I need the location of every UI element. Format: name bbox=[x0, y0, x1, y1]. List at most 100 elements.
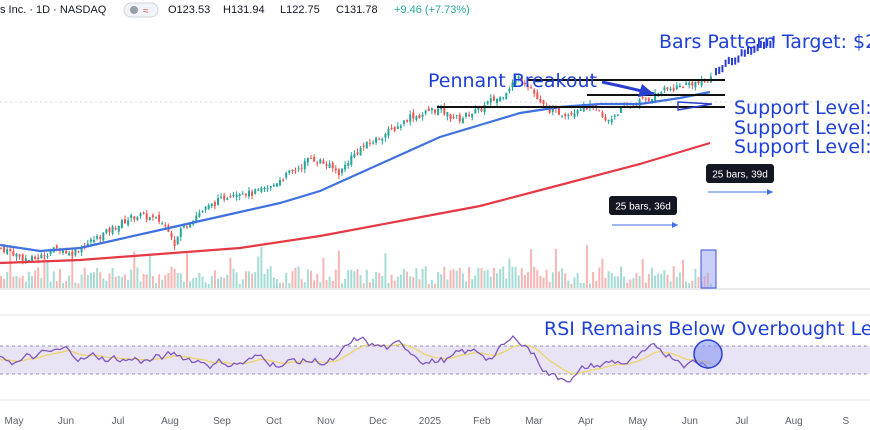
volume-bar bbox=[173, 268, 176, 288]
candle-body bbox=[604, 117, 607, 121]
x-axis-label: Mar bbox=[525, 416, 543, 427]
candle-body bbox=[272, 184, 275, 187]
volume-bar bbox=[607, 271, 610, 288]
volume-bar bbox=[3, 278, 6, 288]
indicator-toggle[interactable] bbox=[123, 2, 159, 18]
candle-body bbox=[409, 114, 412, 122]
candle-body bbox=[148, 217, 151, 221]
candle-body bbox=[238, 194, 241, 196]
volume-bar bbox=[217, 278, 219, 288]
candle-body bbox=[182, 225, 185, 228]
volume-bar bbox=[461, 273, 464, 288]
volume-bar bbox=[111, 267, 114, 288]
volume-bar bbox=[58, 268, 61, 288]
volume-bar bbox=[387, 282, 390, 288]
volume-bar bbox=[204, 282, 207, 288]
bars1-label: 25 bars, 36d bbox=[615, 202, 671, 213]
volume-bar bbox=[130, 269, 133, 288]
volume-bar bbox=[142, 273, 145, 288]
candle-body bbox=[331, 162, 334, 169]
volume-bar bbox=[27, 271, 30, 288]
candle-body bbox=[65, 250, 68, 254]
volume-bar bbox=[489, 276, 492, 288]
volume-bar bbox=[300, 279, 303, 288]
candle-body bbox=[93, 239, 95, 242]
candle-body bbox=[136, 217, 139, 221]
candle-body bbox=[418, 115, 421, 119]
volume-bar bbox=[430, 279, 433, 288]
candle-body bbox=[195, 215, 198, 221]
candle-body bbox=[303, 160, 306, 170]
candle-body bbox=[427, 108, 430, 111]
volume-bar bbox=[96, 268, 99, 288]
volume-bar bbox=[238, 283, 241, 288]
x-axis-label: Apr bbox=[578, 416, 594, 427]
volume-bar bbox=[322, 257, 325, 288]
volume-bar bbox=[427, 283, 430, 288]
volume-bar bbox=[334, 269, 337, 288]
candle-body bbox=[390, 128, 393, 130]
candle-body bbox=[502, 97, 505, 99]
volume-bar bbox=[117, 275, 120, 288]
volume-bar bbox=[403, 269, 405, 288]
volume-bar bbox=[223, 277, 226, 288]
volume-bar bbox=[164, 275, 167, 288]
bars2-label: 25 bars, 39d bbox=[712, 170, 768, 181]
x-axis-label: Jun bbox=[58, 416, 74, 427]
candle-body bbox=[579, 109, 582, 111]
volume-bar bbox=[520, 268, 523, 288]
volume-bar bbox=[610, 272, 613, 288]
volume-bar bbox=[136, 267, 139, 288]
volume-bar bbox=[536, 270, 539, 288]
candle-body bbox=[542, 100, 545, 105]
volume-bar bbox=[468, 267, 471, 288]
volume-bar bbox=[542, 277, 545, 288]
volume-bar bbox=[297, 266, 300, 288]
candle-body bbox=[486, 101, 489, 104]
candle-body bbox=[235, 194, 238, 198]
candle-body bbox=[641, 96, 644, 99]
volume-bar bbox=[492, 267, 495, 288]
volume-bar bbox=[480, 268, 483, 288]
x-axis-label: May bbox=[628, 416, 647, 427]
volume-bar bbox=[325, 280, 328, 288]
candle-body bbox=[341, 168, 343, 173]
volume-bar bbox=[275, 279, 278, 288]
volume-bar bbox=[511, 266, 514, 288]
candle-body bbox=[282, 179, 285, 181]
volume-bar bbox=[139, 281, 142, 288]
volume-bar bbox=[31, 276, 33, 288]
candle-body bbox=[520, 78, 523, 82]
volume-bar bbox=[93, 272, 95, 288]
volume-bar bbox=[201, 276, 204, 288]
candle-body bbox=[18, 254, 21, 257]
candle-body bbox=[601, 112, 604, 117]
x-axis-label: Jul bbox=[112, 416, 125, 427]
volume-bar bbox=[434, 283, 436, 288]
volume-bar bbox=[458, 267, 461, 288]
volume-bar bbox=[620, 266, 622, 288]
volume-bar bbox=[77, 283, 80, 288]
candle-body bbox=[496, 99, 498, 104]
candle-body bbox=[334, 168, 337, 171]
candle-body bbox=[477, 107, 480, 110]
volume-bar bbox=[449, 270, 452, 288]
volume-bar bbox=[390, 274, 393, 288]
volume-bar bbox=[186, 252, 188, 288]
support-annotation-2: Support Level: bbox=[734, 117, 870, 139]
volume-bar bbox=[623, 276, 626, 288]
volume-bar bbox=[660, 273, 663, 288]
volume-bar bbox=[644, 282, 647, 288]
volume-bar bbox=[452, 269, 455, 288]
volume-bar bbox=[409, 276, 412, 288]
candle-body bbox=[316, 162, 319, 164]
candle-body bbox=[173, 239, 176, 246]
candle-body bbox=[49, 251, 52, 254]
volume-bar bbox=[337, 250, 340, 288]
candle-body bbox=[12, 251, 15, 256]
volume-bar bbox=[114, 276, 117, 288]
candle-body bbox=[161, 223, 164, 225]
candle-body bbox=[291, 169, 294, 171]
candle-body bbox=[691, 82, 694, 86]
